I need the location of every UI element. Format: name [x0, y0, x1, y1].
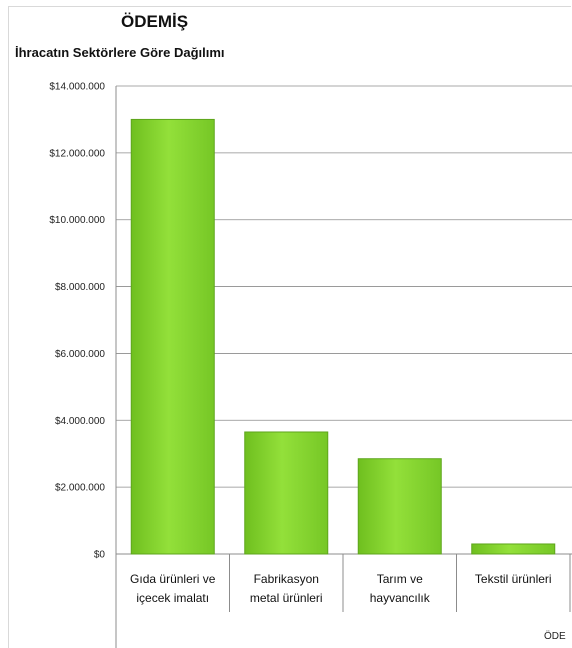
x-tick-label: metal ürünleri	[250, 591, 323, 605]
y-tick-label: $12.000.000	[49, 148, 105, 159]
x-tick-labels: Gıda ürünleri ve içecek imalatı Fabrikasyo…	[130, 572, 552, 605]
y-tick-label: $4.000.000	[55, 416, 105, 427]
x-tick-label: hayvancılık	[370, 591, 431, 605]
x-tick-label: Tekstil ürünleri	[475, 572, 552, 586]
y-tick-label: $2.000.000	[55, 483, 105, 494]
bars	[130, 118, 556, 555]
x-tick-label: Tarım ve	[377, 572, 423, 586]
chart-subtitle: İhracatın Sektörlere Göre Dağılımı	[15, 45, 225, 60]
x-tick-label: Fabrikasyon	[254, 572, 319, 586]
chart-title: ÖDEMİŞ	[121, 12, 189, 31]
y-tick-label: $0	[94, 550, 106, 561]
bar	[357, 458, 442, 555]
y-tick-label: $14.000.000	[49, 82, 105, 93]
x-tick-label: Gıda ürünleri ve	[130, 572, 216, 586]
y-tick-label: $8.000.000	[55, 282, 105, 293]
chart-frame	[8, 6, 571, 648]
bar	[130, 118, 215, 555]
y-tick-label: $6.000.000	[55, 349, 105, 360]
x-axis-label: ÖDE	[544, 631, 566, 642]
bar	[471, 543, 556, 555]
y-tick-label: $10.000.000	[49, 215, 105, 226]
bar	[244, 431, 329, 555]
x-tick-label: içecek imalatı	[136, 591, 209, 605]
y-tick-labels: $0 $2.000.000 $4.000.000 $6.000.000 $8.000.0…	[49, 82, 105, 561]
